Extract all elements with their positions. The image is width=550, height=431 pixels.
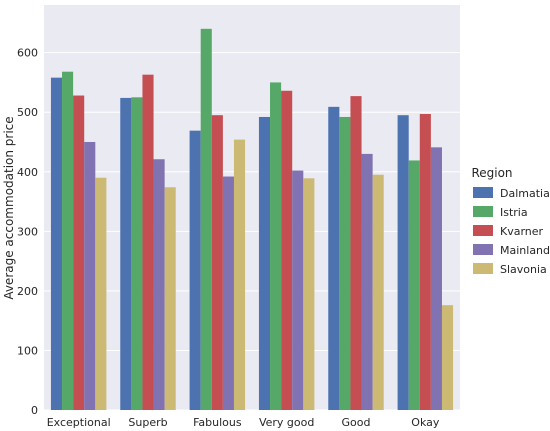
x-tick-label: Fabulous xyxy=(193,416,242,429)
bar-kvarner-exceptional xyxy=(73,95,85,410)
bar-mainland-exceptional xyxy=(84,141,96,410)
y-tick-label: 100 xyxy=(17,344,38,357)
legend-label-istria: Istria xyxy=(500,206,528,219)
y-tick-label: 200 xyxy=(17,285,38,298)
legend-swatch-dalmatia xyxy=(473,187,493,198)
bar-slavonia-exceptional xyxy=(95,177,107,410)
bar-istria-exceptional xyxy=(62,71,74,411)
bar-mainland-very-good xyxy=(292,170,304,410)
bar-istria-fabulous xyxy=(200,28,212,411)
x-tick-labels: Exceptional Superb Fabulous Very good Good Ok… xyxy=(47,416,440,429)
bar-mainland-fabulous xyxy=(222,176,234,410)
bar-slavonia-very-good xyxy=(303,178,315,410)
bar-dalmatia-superb xyxy=(120,97,132,410)
legend-title: Region xyxy=(471,166,512,180)
y-tick-label: 300 xyxy=(17,225,38,238)
legend-swatch-mainland xyxy=(473,244,493,255)
legend-label-dalmatia: Dalmatia xyxy=(500,187,550,200)
y-tick-label: 500 xyxy=(17,106,38,119)
legend-swatch-slavonia xyxy=(473,263,493,274)
bar-kvarner-good xyxy=(350,96,362,410)
bar-dalmatia-good xyxy=(328,106,340,411)
legend-label-kvarner: Kvarner xyxy=(500,225,544,238)
bar-mainland-good xyxy=(361,153,373,410)
bar-mainland-superb xyxy=(153,159,165,410)
legend-swatch-kvarner xyxy=(473,225,493,236)
bar-istria-good xyxy=(339,116,351,411)
bar-istria-superb xyxy=(131,97,143,411)
bar-dalmatia-fabulous xyxy=(189,130,201,410)
bar-kvarner-very-good xyxy=(281,90,293,410)
legend: Region Dalmatia Istria Kvarner Mainland Slav… xyxy=(471,166,550,276)
legend-label-mainland: Mainland xyxy=(500,244,550,257)
x-tick-label: Very good xyxy=(259,416,314,429)
x-tick-label: Exceptional xyxy=(47,416,111,429)
bar-slavonia-superb xyxy=(164,187,176,410)
y-tick-labels: 0 100 200 300 400 500 600 xyxy=(17,47,38,417)
bar-kvarner-superb xyxy=(142,74,154,410)
bars xyxy=(50,28,454,411)
bar-kvarner-okay xyxy=(419,113,431,410)
bar-mainland-okay xyxy=(430,147,442,410)
x-tick-label: Superb xyxy=(128,416,167,429)
y-tick-label: 400 xyxy=(17,166,38,179)
legend-label-slavonia: Slavonia xyxy=(500,263,547,276)
x-tick-label: Good xyxy=(342,416,371,429)
bar-dalmatia-very-good xyxy=(258,116,271,411)
bar-slavonia-fabulous xyxy=(233,139,246,410)
y-axis-label: Average accommodation price xyxy=(2,116,16,299)
legend-swatch-istria xyxy=(473,206,493,217)
bar-slavonia-okay xyxy=(441,305,454,410)
bar-istria-okay xyxy=(408,160,420,410)
bar-kvarner-fabulous xyxy=(211,115,223,410)
x-tick-label: Okay xyxy=(411,416,440,429)
bar-istria-very-good xyxy=(270,82,282,411)
y-tick-label: 0 xyxy=(31,404,38,417)
gridlines xyxy=(44,52,460,411)
y-tick-label: 600 xyxy=(17,47,38,60)
plot-background xyxy=(44,5,460,410)
bar-dalmatia-okay xyxy=(397,115,409,410)
bar-slavonia-good xyxy=(372,174,384,410)
bar-dalmatia-exceptional xyxy=(50,77,63,410)
